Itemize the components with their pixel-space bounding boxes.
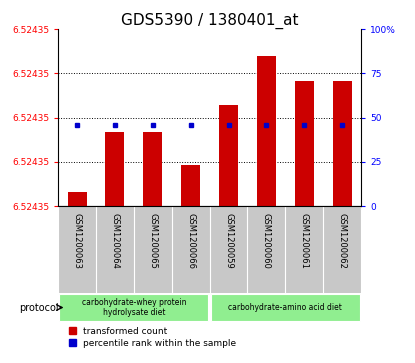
Text: carbohydrate-whey protein
hydrolysate diet: carbohydrate-whey protein hydrolysate di… xyxy=(82,298,186,317)
Text: carbohydrate-amino acid diet: carbohydrate-amino acid diet xyxy=(228,303,342,312)
Legend: transformed count, percentile rank within the sample: transformed count, percentile rank withi… xyxy=(68,327,236,347)
Bar xyxy=(295,81,314,206)
Text: GSM1200064: GSM1200064 xyxy=(110,213,120,269)
Bar xyxy=(105,131,124,206)
Text: GSM1200060: GSM1200060 xyxy=(262,213,271,269)
Bar xyxy=(211,294,360,321)
Text: GSM1200061: GSM1200061 xyxy=(300,213,309,269)
Text: GSM1200065: GSM1200065 xyxy=(148,213,157,269)
Bar xyxy=(333,81,352,206)
Bar xyxy=(219,105,238,206)
Bar xyxy=(68,192,86,206)
Text: GSM1200066: GSM1200066 xyxy=(186,213,195,269)
Bar xyxy=(257,56,276,206)
Bar xyxy=(181,165,200,206)
Text: GSM1200063: GSM1200063 xyxy=(73,213,81,269)
Text: GSM1200062: GSM1200062 xyxy=(338,213,347,269)
Bar xyxy=(143,131,162,206)
Title: GDS5390 / 1380401_at: GDS5390 / 1380401_at xyxy=(121,13,298,29)
Text: GSM1200059: GSM1200059 xyxy=(224,213,233,269)
Bar xyxy=(59,294,208,321)
Text: protocol: protocol xyxy=(19,302,59,313)
